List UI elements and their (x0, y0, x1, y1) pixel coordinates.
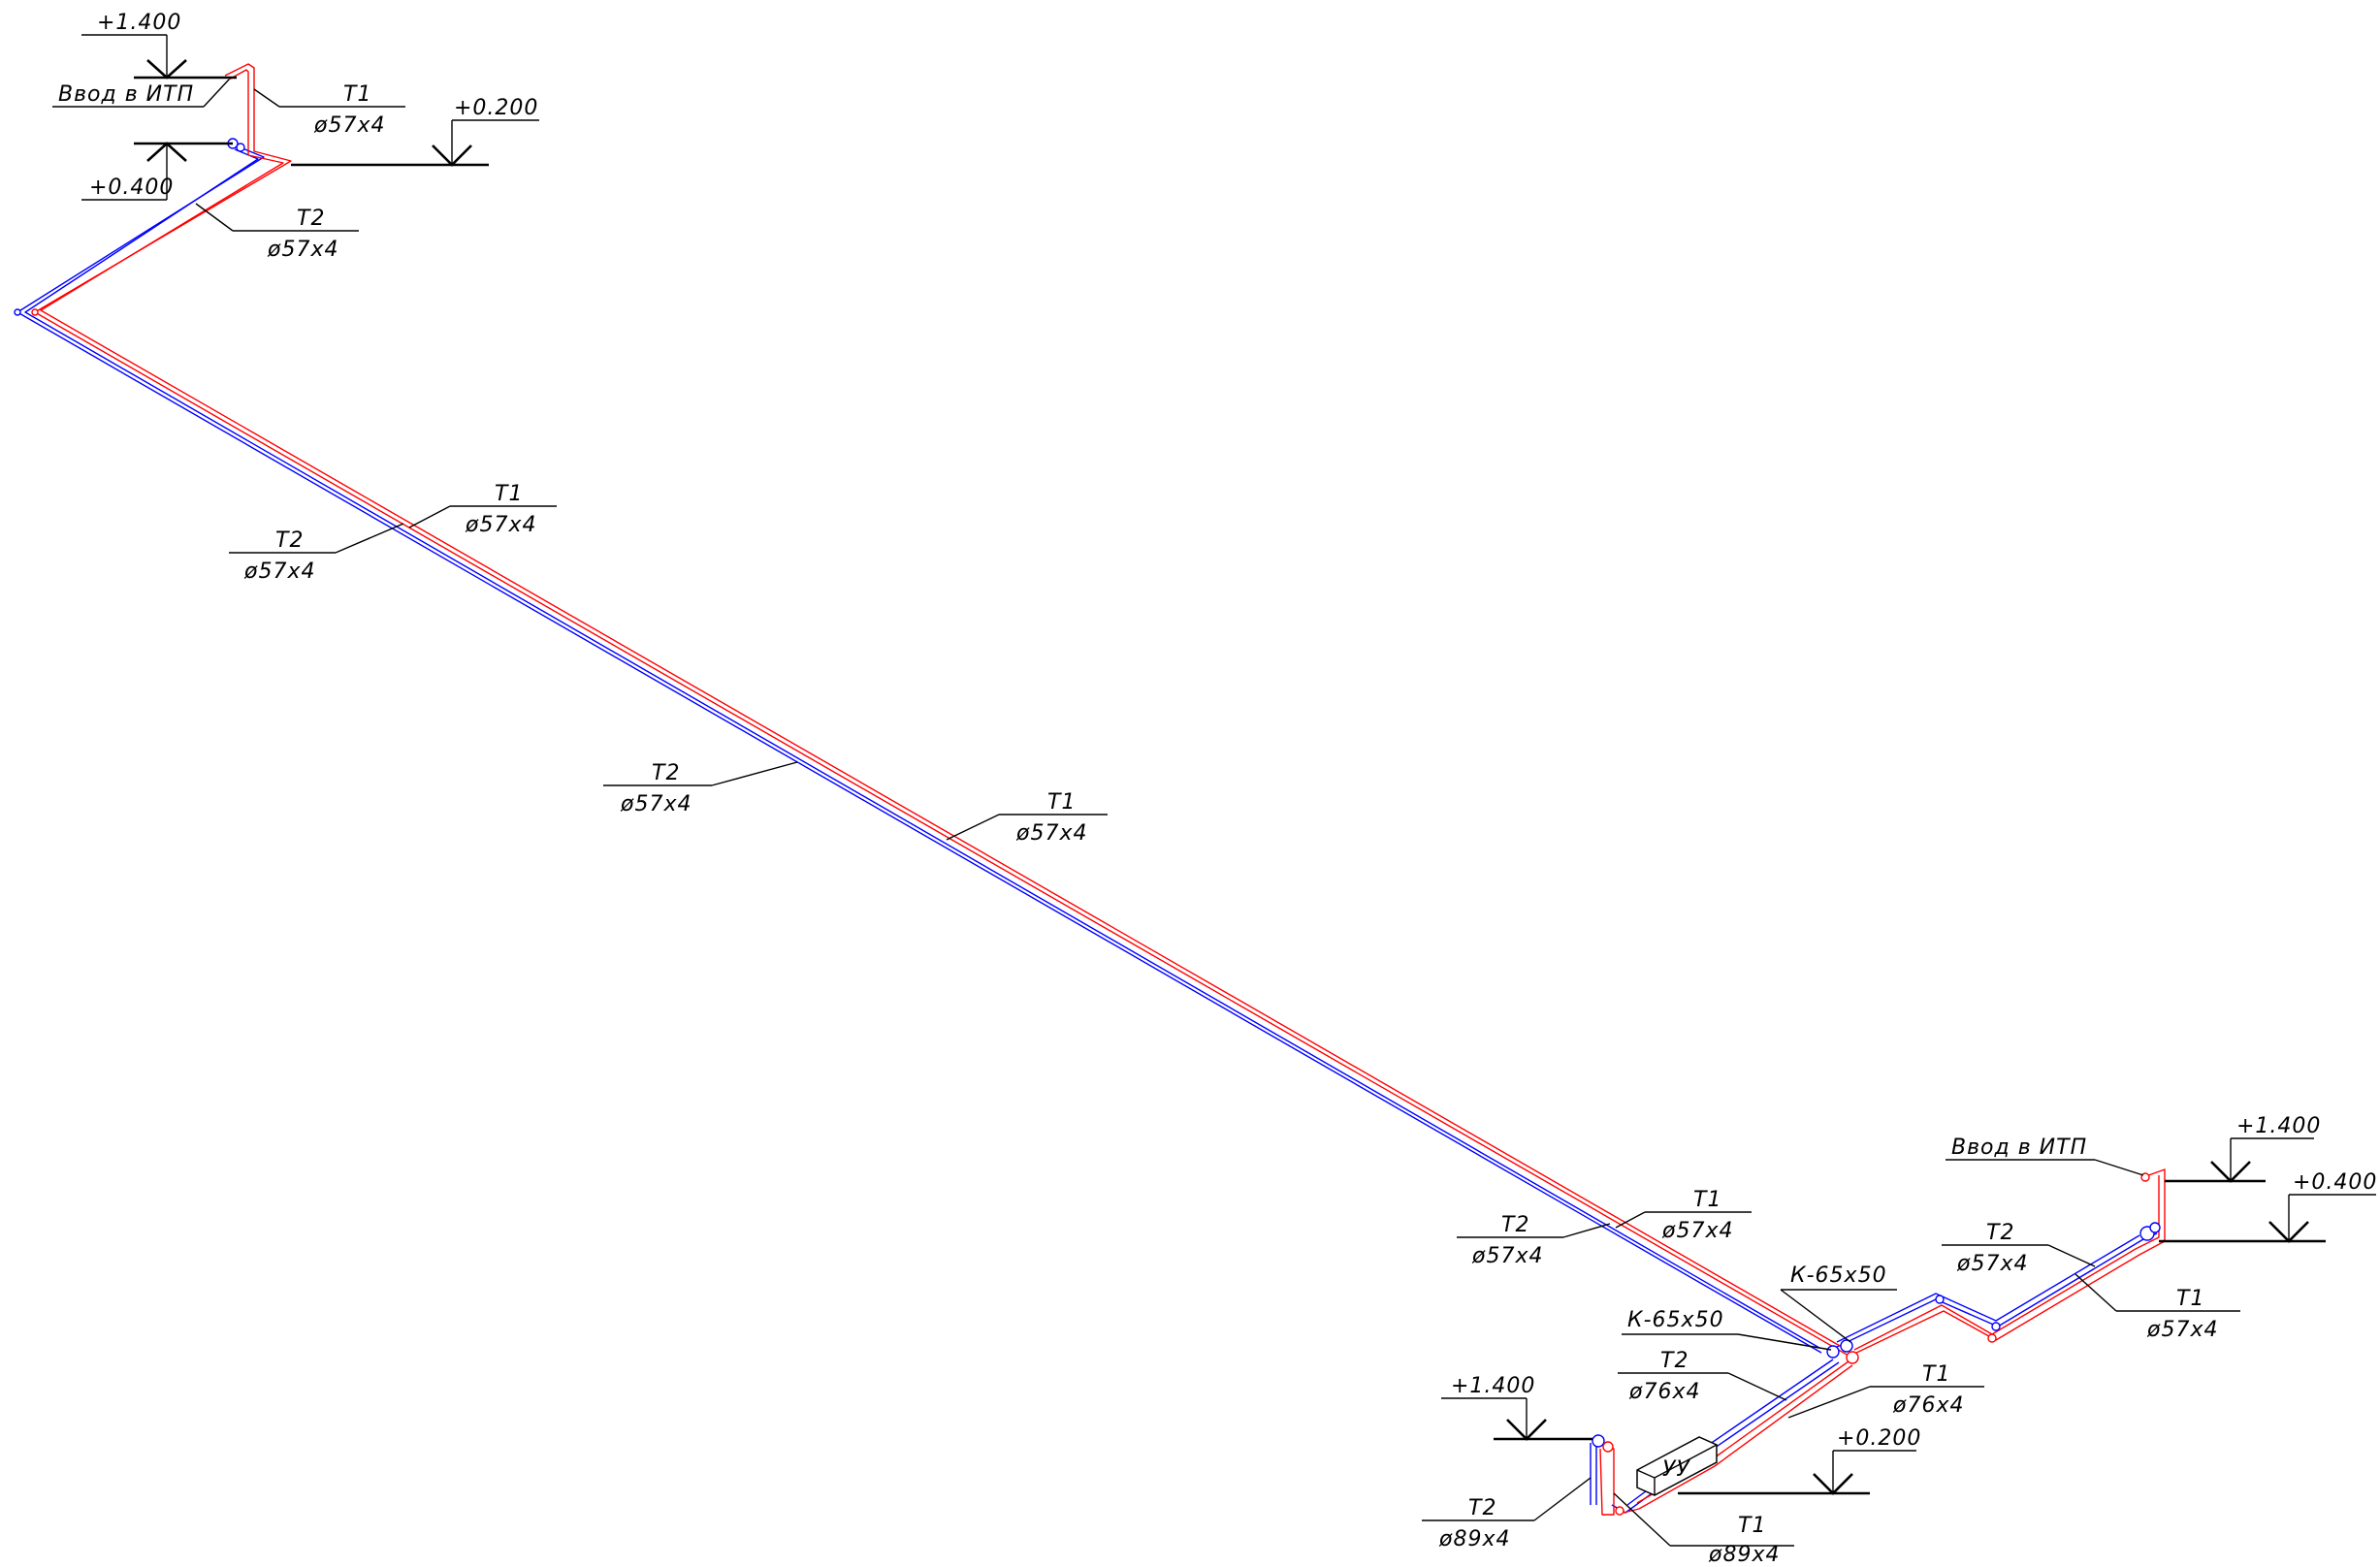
pipe-name: Т1 (343, 82, 371, 107)
pipe-name: Т1 (1738, 1514, 1766, 1538)
supply-pipe-t1 (34, 63, 2166, 1516)
pipe-name: Т2 (1501, 1213, 1529, 1237)
compensator-text: К-65х50 (1790, 1263, 1887, 1288)
entry-itp-label-top: Ввод в ИТП (52, 79, 230, 108)
metering-node-label: УУ (1662, 1457, 1690, 1482)
compensator-text: К-65х50 (1627, 1308, 1724, 1332)
pipe-name: Т2 (1468, 1496, 1496, 1520)
elevation-mark-bottom-entry: +1.400 (1441, 1374, 1592, 1441)
pipe-size: ø57х4 (620, 792, 691, 816)
compensator-icon (1846, 1351, 1859, 1364)
compensator-label-right: К-65х50 (1780, 1263, 1897, 1343)
pipe-size: ø89х4 (1438, 1527, 1510, 1551)
supply-pipe-main-inner (40, 69, 1848, 1351)
pipe-size: ø76х4 (1892, 1393, 1964, 1418)
elevation-mark-top-supply: +0.200 (291, 96, 539, 167)
return-pipe-main-inner (24, 148, 1820, 1349)
pipe-size: ø57х4 (465, 513, 536, 537)
bend-icon (1987, 1333, 1997, 1343)
metering-node: УУ (1636, 1436, 1718, 1496)
elevation-mark-bottom-supply: +0.200 (1678, 1426, 1921, 1495)
elevation-mark-top-entry: +1.400 (81, 11, 237, 80)
elevation-mark-right-entry: +1.400 (2165, 1114, 2321, 1183)
entry-itp-text: Ввод в ИТП (58, 82, 194, 107)
elevation-label: +1.400 (2236, 1114, 2321, 1138)
supply-pipe-right-branch (1849, 1168, 2166, 1357)
compensator-icon (1826, 1345, 1840, 1359)
pipe-label-branch-t2: Т2 ø76х4 (1618, 1349, 1787, 1404)
pipe-size: ø57х4 (1471, 1244, 1543, 1268)
compensator-icon (1840, 1339, 1853, 1353)
return-pipe-riser (1590, 1439, 1597, 1505)
pipe-size: ø76х4 (1628, 1380, 1700, 1404)
pipe-size: ø57х4 (1956, 1252, 2028, 1276)
pipe-name: Т2 (1986, 1221, 2014, 1245)
pipe-name: Т2 (297, 207, 325, 231)
bend-icon (1615, 1506, 1624, 1516)
return-pipe-main (16, 143, 1822, 1354)
pipe-size: ø57х4 (2146, 1318, 2218, 1342)
pipe-label-riser-t1: Т1 ø89х4 (1613, 1492, 1794, 1567)
pipe-size: ø57х4 (313, 113, 385, 138)
pipe-name: Т1 (1047, 790, 1076, 815)
bend-icon (31, 308, 39, 316)
pipe-size: ø57х4 (243, 560, 315, 584)
elevation-mark-top-return: +0.400 (81, 142, 233, 201)
elevation-mark-right-return: +0.400 (2159, 1170, 2377, 1243)
pipe-label-low-t1: Т1 ø57х4 (1615, 1188, 1752, 1243)
valve-icon (2149, 1222, 2161, 1233)
pipe-name: Т1 (1922, 1362, 1950, 1387)
bend-icon (1991, 1322, 2001, 1331)
pipe-label-upper-t1: Т1 ø57х4 (408, 482, 557, 537)
pipe-size: ø57х4 (1661, 1219, 1733, 1243)
pipe-name: Т2 (275, 528, 304, 553)
bend-icon (14, 308, 21, 316)
bend-icon (1935, 1295, 1945, 1304)
pipe-label-branch-t1: Т1 ø76х4 (1787, 1362, 1984, 1419)
pipe-name: Т2 (652, 761, 680, 785)
pipe-label-top-t1: Т1 ø57х4 (253, 82, 405, 138)
pipe-size: ø57х4 (1015, 821, 1087, 846)
pipe-name: Т2 (1660, 1349, 1689, 1373)
valve-icon (236, 143, 245, 152)
elevation-label: +0.200 (454, 96, 538, 120)
pipe-name: Т1 (1693, 1188, 1721, 1212)
elevation-label: +0.200 (1837, 1426, 1921, 1451)
pipe-size: ø89х4 (1708, 1543, 1780, 1567)
elevation-label: +0.400 (2293, 1170, 2377, 1195)
pipe-label-right-t1: Т1 ø57х4 (2074, 1273, 2240, 1342)
pipe-label-right-t2: Т2 ø57х4 (1942, 1221, 2096, 1276)
return-pipe-right-branch-inner (1836, 1234, 2140, 1343)
pipe-label-top-t2: Т2 ø57х4 (195, 203, 359, 262)
pipe-label-upper-t2: Т2 ø57х4 (229, 523, 404, 584)
compensator-label-left: К-65х50 (1622, 1308, 1832, 1351)
fittings (14, 138, 2161, 1516)
pipe-size: ø57х4 (267, 238, 338, 262)
valve-icon (1602, 1441, 1614, 1453)
supply-pipe-down-branch (1623, 1364, 1853, 1514)
pipe-label-mid-t2: Т2 ø57х4 (603, 761, 798, 816)
elevation-label: +1.400 (1451, 1374, 1535, 1398)
pipe-label-riser-t2: Т2 ø89х4 (1422, 1477, 1592, 1551)
entry-itp-text: Ввод в ИТП (1951, 1135, 2087, 1160)
supply-pipe-riser (1599, 1444, 1615, 1516)
elevation-label: +1.400 (97, 11, 181, 35)
pipe-name: Т1 (2176, 1287, 2204, 1311)
pipe-label-low-t2: Т2 ø57х4 (1457, 1213, 1611, 1268)
entry-itp-label-right: Ввод в ИТП (1946, 1135, 2144, 1176)
elevation-label: +0.400 (89, 176, 174, 200)
valve-icon (1592, 1434, 1605, 1448)
pipe-name: Т1 (495, 482, 523, 506)
pipe-label-mid-t1: Т1 ø57х4 (946, 790, 1108, 846)
